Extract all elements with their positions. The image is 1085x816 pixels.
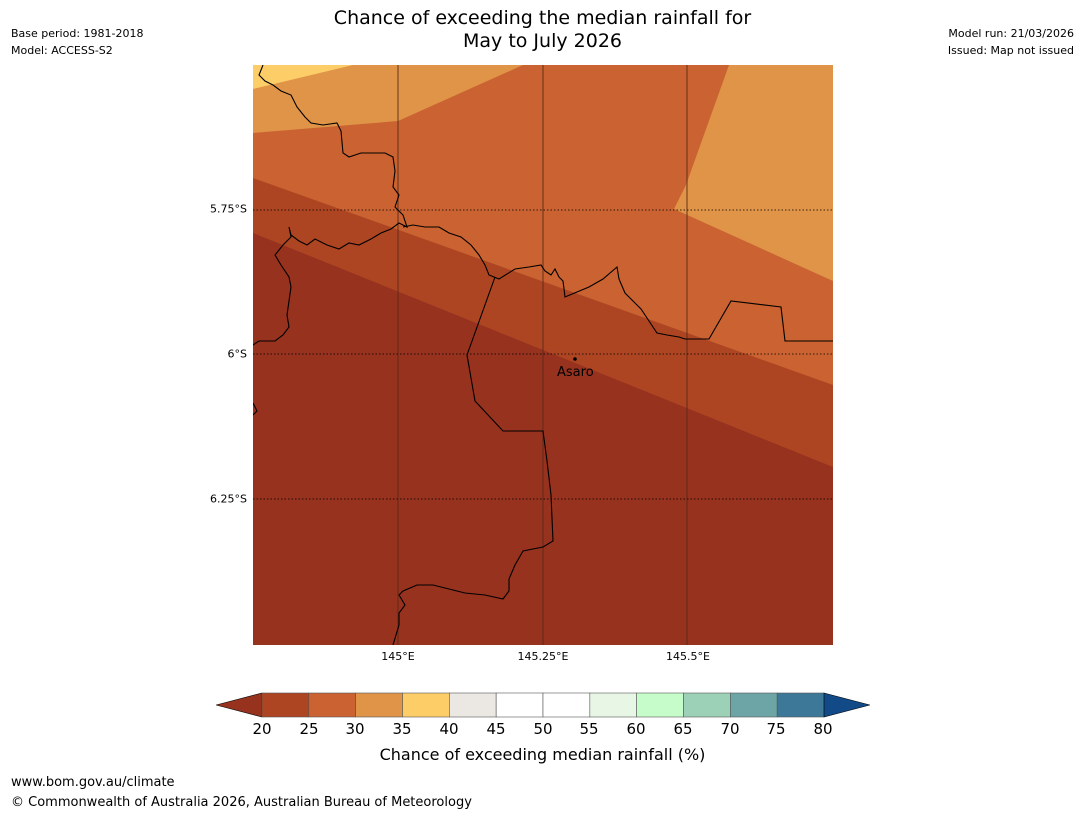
colorbar-cell-75-80 xyxy=(776,692,825,718)
colorbar-cell-20-25 xyxy=(261,692,310,718)
lon-label-145e: 145°E xyxy=(381,650,415,663)
colorbar-cell-45-50 xyxy=(495,692,544,718)
lon-label-145-25e: 145.25°E xyxy=(517,650,569,663)
colorbar-cell-35-40 xyxy=(402,692,450,718)
title-line-1: Chance of exceeding the median rainfall … xyxy=(333,7,752,29)
colorbar-tick-40: 40 xyxy=(439,720,459,738)
forecast-map: Asaro xyxy=(253,65,833,645)
colorbar-cell-65-70 xyxy=(683,692,731,718)
band-40-45 xyxy=(253,65,353,89)
colorbar-cell-40-45 xyxy=(449,692,497,718)
colorbar-tick-50: 50 xyxy=(533,720,553,738)
colorbar-tick-45: 45 xyxy=(486,720,506,738)
asaro-marker xyxy=(573,357,577,361)
colorbar-tick-80: 80 xyxy=(813,720,833,738)
colorbar-tick-55: 55 xyxy=(579,720,599,738)
lon-label-145-5e: 145.5°E xyxy=(666,650,710,663)
colorbar-cell-70-75 xyxy=(730,692,778,718)
colorbar-over-arrow xyxy=(823,692,870,718)
base-period: Base period: 1981-2018 xyxy=(11,27,144,40)
header-left-info: Base period: 1981-2018 Model: ACCESS-S2 xyxy=(11,25,143,59)
lat-label-6-25s: 6.25°S xyxy=(210,492,247,506)
province-boundaries xyxy=(253,65,833,645)
colorbar-cell-55-60 xyxy=(589,692,637,718)
colorbar-tick-75: 75 xyxy=(766,720,786,738)
colorbar-label: Chance of exceeding median rainfall (%) xyxy=(379,745,706,764)
model-name: Model: ACCESS-S2 xyxy=(11,44,113,57)
band-35-40-east xyxy=(253,65,833,281)
footer-url: www.bom.gov.au/climate xyxy=(11,775,175,790)
colorbar-tick-35: 35 xyxy=(392,720,412,738)
colorbar-cell-50-55 xyxy=(542,692,591,718)
colorbar-tick-70: 70 xyxy=(720,720,740,738)
colorbar-cell-25-30 xyxy=(308,692,356,718)
colorbar-cell-30-35 xyxy=(355,692,403,718)
issued-status: Issued: Map not issued xyxy=(947,44,1074,57)
colorbar-under-arrow xyxy=(216,692,263,718)
footer-copyright: © Commonwealth of Australia 2026, Austra… xyxy=(11,795,472,810)
colorbar-tick-60: 60 xyxy=(626,720,646,738)
colorbar-tick-30: 30 xyxy=(345,720,365,738)
lat-label-6s: 6°S xyxy=(227,347,247,361)
colorbar-cell-60-65 xyxy=(636,692,684,718)
colorbar xyxy=(216,692,870,718)
colorbar-tick-20: 20 xyxy=(252,720,272,738)
band-35-40-west xyxy=(253,65,523,133)
title-line-2: May to July 2026 xyxy=(463,30,622,52)
map-title: Chance of exceeding the median rainfall … xyxy=(0,7,1085,53)
map-canvas xyxy=(253,65,833,645)
place-label-asaro: Asaro xyxy=(557,365,594,380)
parallel-lines xyxy=(253,209,833,500)
colorbar-tick-65: 65 xyxy=(673,720,693,738)
lat-label-5-75s: 5.75°S xyxy=(210,202,247,216)
model-run: Model run: 21/03/2026 xyxy=(948,27,1074,40)
header-right-info: Model run: 21/03/2026 Issued: Map not is… xyxy=(948,25,1074,59)
colorbar-cells xyxy=(261,692,825,718)
meridian-lines xyxy=(397,65,688,645)
colorbar-tick-25: 25 xyxy=(299,720,319,738)
